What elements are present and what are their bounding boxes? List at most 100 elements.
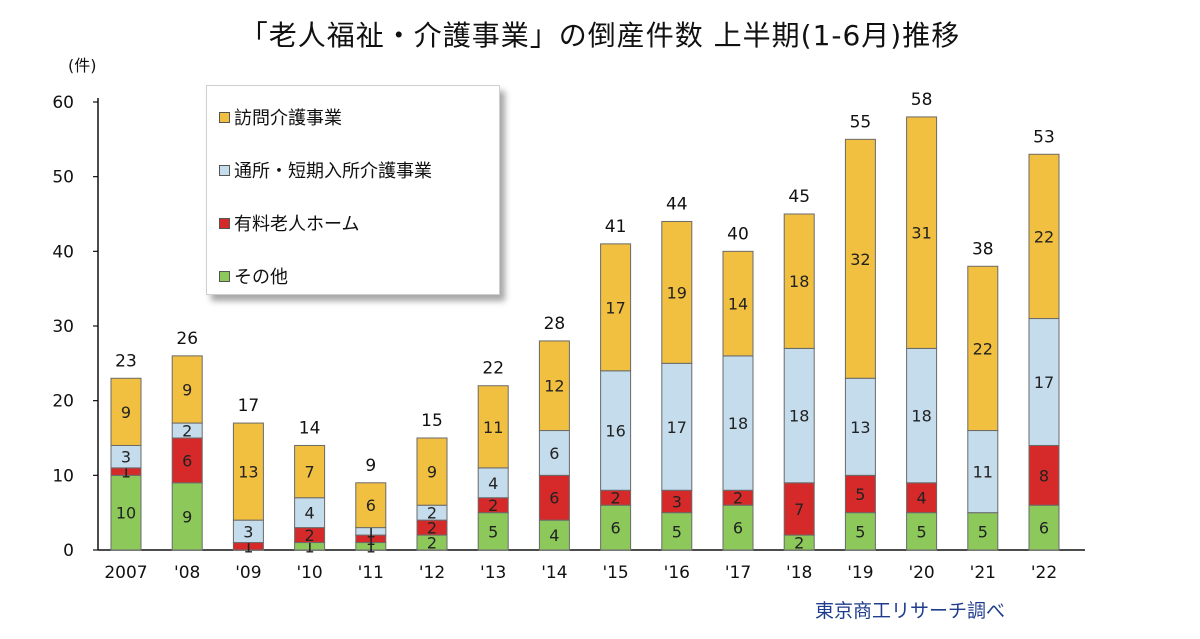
segment-value-label: 6 xyxy=(1039,519,1049,538)
x-tick-label: '20 xyxy=(908,563,934,583)
bar-segment xyxy=(783,347,815,484)
total-value-label: 55 xyxy=(850,112,872,132)
total-value-label: 23 xyxy=(115,351,137,371)
segment-value-label: 17 xyxy=(605,298,625,317)
segment-value-label: 4 xyxy=(917,489,927,508)
segment-value-label: 4 xyxy=(549,526,559,545)
legend-label: その他 xyxy=(234,267,288,288)
segment-value-label: 1 xyxy=(305,537,315,556)
y-tick-label: 0 xyxy=(63,541,74,561)
total-value-label: 44 xyxy=(666,194,688,214)
legend-item: 有料老人ホーム xyxy=(219,210,359,236)
segment-value-label: 1 xyxy=(366,530,376,549)
bar-segment xyxy=(1028,318,1060,446)
segment-value-label: 6 xyxy=(549,489,559,508)
segment-value-label: 7 xyxy=(794,500,804,519)
bar-segment xyxy=(538,474,570,521)
x-tick-label: '12 xyxy=(419,563,445,583)
segment-value-label: 1 xyxy=(121,463,131,482)
bar-segment xyxy=(844,512,876,551)
bar-segment xyxy=(600,504,632,551)
x-tick-label: '13 xyxy=(480,563,506,583)
bar-segment xyxy=(477,467,509,499)
total-value-label: 15 xyxy=(421,411,443,431)
total-value-label: 40 xyxy=(727,224,749,244)
y-tick-label: 50 xyxy=(52,168,74,188)
bar-segment xyxy=(171,437,203,484)
bar-segment xyxy=(477,385,509,469)
bar-segment xyxy=(538,519,570,551)
legend-item: 訪問介護事業 xyxy=(219,104,342,130)
segment-value-label: 18 xyxy=(728,414,748,433)
source-note: 東京商工リサーチ調べ xyxy=(815,600,1006,622)
segment-value-label: 2 xyxy=(182,422,192,441)
legend-item: その他 xyxy=(219,263,288,289)
bar-segment xyxy=(661,220,693,364)
bar-segment xyxy=(783,482,815,536)
segment-value-label: 3 xyxy=(672,492,682,511)
segment-value-label: 9 xyxy=(121,403,131,422)
segment-value-label: 8 xyxy=(1039,466,1049,485)
total-value-label: 22 xyxy=(482,359,504,379)
total-value-label: 28 xyxy=(544,314,566,334)
segment-value-label: 6 xyxy=(733,519,743,538)
segment-value-label: 22 xyxy=(973,339,993,358)
legend-item: 通所・短期入所介護事業 xyxy=(219,157,432,183)
bar-segment xyxy=(477,512,509,551)
segment-value-label: 19 xyxy=(667,283,687,302)
total-value-label: 38 xyxy=(972,239,994,259)
segment-value-label: 18 xyxy=(789,272,809,291)
segment-value-label: 1 xyxy=(366,522,376,541)
bar-segment xyxy=(294,497,326,529)
bar-segment xyxy=(661,512,693,551)
bar-segment xyxy=(906,347,938,484)
bar-segment xyxy=(1028,504,1060,551)
segment-value-label: 1 xyxy=(243,537,253,556)
segment-value-label: 2 xyxy=(733,489,743,508)
segment-value-label: 3 xyxy=(121,448,131,467)
x-tick-label: '08 xyxy=(174,563,200,583)
y-unit-label: (件) xyxy=(68,56,97,75)
x-tick-label: '09 xyxy=(235,563,261,583)
total-value-label: 45 xyxy=(788,187,810,207)
total-value-label: 17 xyxy=(238,396,260,416)
bar-segment xyxy=(906,116,938,349)
bar-segment xyxy=(1028,153,1060,320)
segment-value-label: 6 xyxy=(366,496,376,515)
x-tick-label: '21 xyxy=(970,563,996,583)
segment-value-label: 2 xyxy=(427,504,437,523)
legend-label: 訪問介護事業 xyxy=(234,108,342,129)
segment-value-label: 32 xyxy=(850,250,870,269)
total-value-label: 58 xyxy=(911,90,933,110)
bar-segment xyxy=(538,340,570,432)
y-tick-label: 60 xyxy=(52,93,74,113)
bar-segment xyxy=(110,377,142,446)
bar-segment xyxy=(844,474,876,514)
segment-value-label: 5 xyxy=(855,485,865,504)
segment-value-label: 9 xyxy=(427,463,437,482)
y-tick-label: 20 xyxy=(52,392,74,412)
legend: 訪問介護事業通所・短期入所介護事業 有料老人ホームその他 xyxy=(206,85,500,295)
segment-value-label: 14 xyxy=(728,295,748,314)
x-tick-label: '19 xyxy=(847,563,873,583)
segment-value-label: 7 xyxy=(305,463,315,482)
legend-swatch xyxy=(219,111,230,123)
bar-segment xyxy=(171,355,203,424)
total-value-label: 53 xyxy=(1033,127,1055,147)
bar-segment xyxy=(967,430,999,514)
segment-value-label: 2 xyxy=(427,519,437,538)
x-tick-label: '14 xyxy=(541,563,567,583)
segment-value-label: 5 xyxy=(855,522,865,541)
total-value-label: 41 xyxy=(605,217,627,237)
total-value-label: 26 xyxy=(176,329,198,349)
segment-value-label: 17 xyxy=(667,418,687,437)
x-tick-label: 2007 xyxy=(104,563,147,583)
x-tick-label: '16 xyxy=(664,563,690,583)
segment-value-label: 2 xyxy=(427,534,437,553)
bar-segment xyxy=(967,265,999,432)
x-tick-label: '15 xyxy=(602,563,628,583)
segment-value-label: 18 xyxy=(911,407,931,426)
segment-value-label: 12 xyxy=(544,377,564,396)
